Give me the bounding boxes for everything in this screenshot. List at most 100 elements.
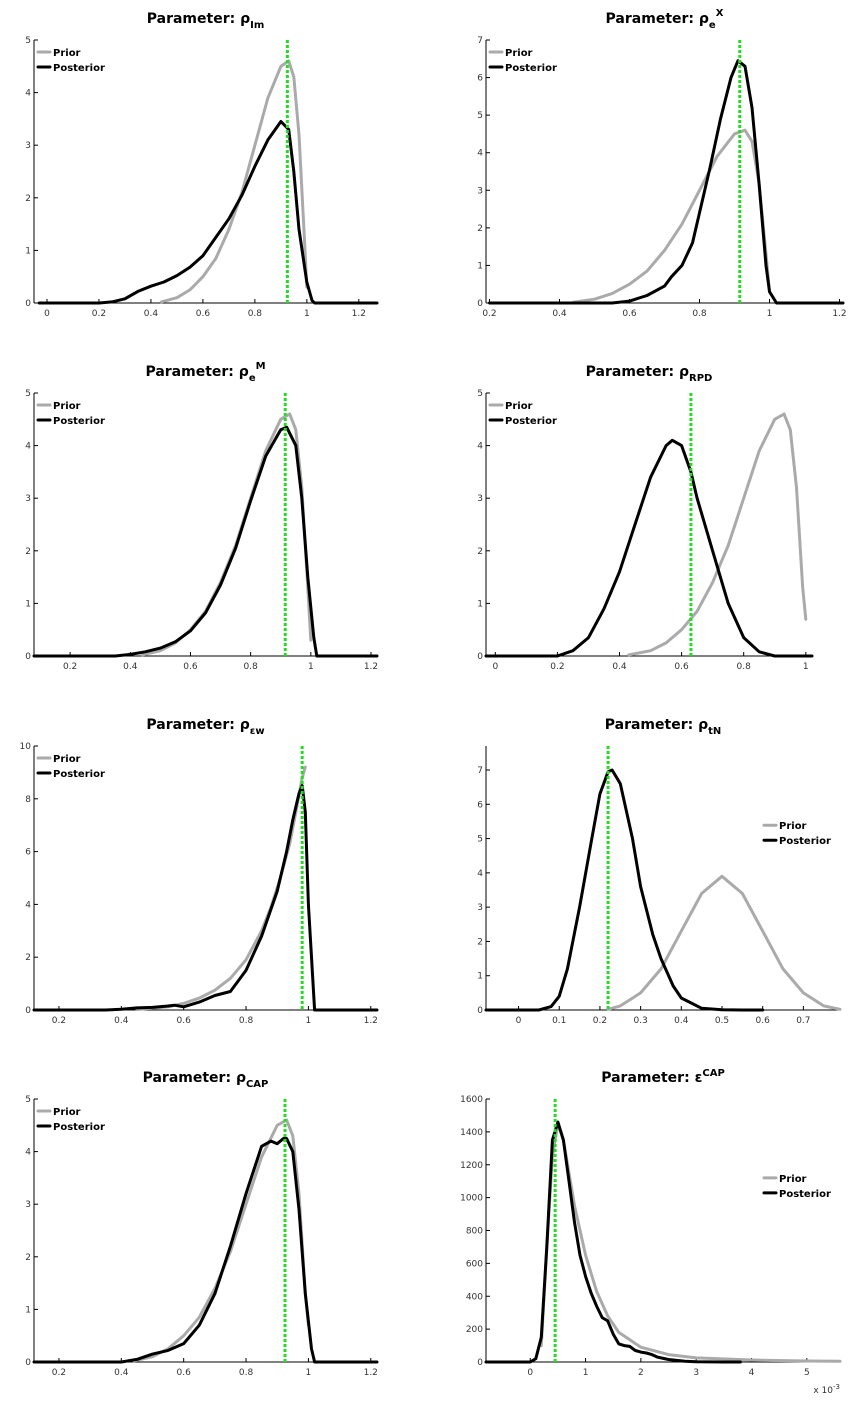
y-tick-label: 4 bbox=[25, 1148, 31, 1158]
legend-posterior-label: Posterior bbox=[779, 836, 831, 847]
legend-prior-label: Prior bbox=[779, 821, 807, 832]
title-superscript: M bbox=[256, 361, 266, 372]
legend-posterior-label: Posterior bbox=[53, 769, 105, 780]
x-tick-label: 0.2 bbox=[593, 1016, 607, 1026]
posterior-density-line bbox=[32, 784, 379, 1012]
x-tick-label: 0.2 bbox=[550, 662, 564, 672]
title-subscript: e bbox=[249, 373, 256, 384]
y-tick-label: 2 bbox=[477, 937, 483, 947]
legend-prior-label: Prior bbox=[505, 48, 533, 59]
y-tick-label: 4 bbox=[25, 89, 31, 99]
chart-title: Parameter: εCAP bbox=[601, 1068, 725, 1086]
prior-density-line bbox=[539, 1122, 842, 1363]
y-tick-label: 4 bbox=[477, 149, 483, 159]
chart-panel-7: Parameter: ρCAP 0 1 2 3 4 5 0.2 0.4 0.6 0.8 1 1.2 Pri… bbox=[25, 1070, 379, 1378]
chart-title: Parameter: ρRPD bbox=[586, 364, 713, 384]
x-tick-label: 0.4 bbox=[114, 1016, 129, 1026]
title-prefix: Parameter: bbox=[586, 364, 679, 380]
x-tick-label: 1.2 bbox=[364, 662, 378, 672]
chart-title: Parameter: ρCAP bbox=[143, 1070, 269, 1090]
legend-prior-label: Prior bbox=[53, 48, 81, 59]
x-tick-label: 0.2 bbox=[52, 1016, 66, 1026]
x-tick-label: 0.8 bbox=[248, 309, 263, 319]
x-tick-label: 0.8 bbox=[239, 1016, 254, 1026]
y-tick-label: 5 bbox=[477, 835, 483, 845]
legend-posterior-label: Posterior bbox=[53, 416, 105, 427]
title-superscript: CAP bbox=[702, 1068, 724, 1079]
x-tick-label: 1 bbox=[306, 1368, 312, 1378]
y-tick-label: 1 bbox=[477, 972, 483, 982]
x-tick-label: 0.8 bbox=[737, 662, 752, 672]
y-tick-label: 5 bbox=[25, 1095, 31, 1105]
y-tick-label: 0 bbox=[25, 1006, 31, 1016]
x-tick-label: 3 bbox=[693, 1368, 699, 1378]
legend-prior-label: Prior bbox=[53, 754, 81, 765]
y-tick-label: 3 bbox=[477, 903, 483, 913]
y-tick-label: 1 bbox=[25, 599, 31, 609]
title-symbol: ρ bbox=[240, 11, 250, 27]
x-multiplier-exponent: -3 bbox=[833, 1383, 840, 1391]
x-tick-label: 0 bbox=[44, 309, 50, 319]
x-tick-label: 0.2 bbox=[52, 1368, 66, 1378]
chart-panel-2: Parameter: ρeX 0 1 2 3 4 5 6 7 0.2 0.4 0.6 0.8 1 1.2 Pr… bbox=[477, 8, 846, 319]
x-tick-label: 0 bbox=[527, 1368, 533, 1378]
y-tick-label: 1 bbox=[25, 246, 31, 256]
y-tick-label: 0 bbox=[25, 652, 31, 662]
legend-posterior-label: Posterior bbox=[53, 63, 105, 74]
x-tick-label: 1 bbox=[308, 662, 314, 672]
chart-panel-6: Parameter: ρtN 0 1 2 3 4 5 6 7 0 0.1 0.2 0.3 0.4 0.5 0.… bbox=[477, 717, 842, 1026]
title-subscript: e bbox=[709, 20, 716, 31]
x-tick-label: 0.4 bbox=[552, 309, 567, 319]
y-tick-label: 200 bbox=[466, 1325, 483, 1335]
title-prefix: Parameter: bbox=[146, 717, 239, 733]
y-tick-label: 3 bbox=[477, 186, 483, 196]
x-tick-label: 0 bbox=[492, 662, 498, 672]
chart-panel-1: Parameter: ρIm 0 1 2 3 4 5 0 0.2 0.4 0.6 0.8 1 1.2 Pri… bbox=[25, 11, 379, 319]
y-tick-label: 0 bbox=[477, 1006, 483, 1016]
x-tick-label: 0.6 bbox=[177, 1016, 192, 1026]
x-tick-label: 0.7 bbox=[796, 1016, 810, 1026]
legend-prior-label: Prior bbox=[53, 1107, 81, 1118]
y-tick-label: 2 bbox=[477, 547, 483, 557]
y-tick-label: 0 bbox=[477, 299, 483, 309]
y-tick-label: 2 bbox=[25, 953, 31, 963]
x-tick-label: 1.2 bbox=[364, 1368, 378, 1378]
posterior-density-line bbox=[484, 438, 814, 658]
y-tick-label: 1 bbox=[477, 599, 483, 609]
prior-density-line bbox=[606, 874, 842, 1011]
y-tick-label: 5 bbox=[25, 36, 31, 46]
title-symbol: ρ bbox=[698, 717, 708, 733]
x-tick-label: 0.3 bbox=[633, 1016, 647, 1026]
prior-density-line bbox=[627, 412, 808, 657]
title-subscript: RPD bbox=[689, 373, 712, 384]
y-tick-label: 0 bbox=[477, 652, 483, 662]
y-tick-label: 10 bbox=[20, 742, 32, 752]
legend-prior-label: Prior bbox=[53, 401, 81, 412]
x-tick-label: 0 bbox=[516, 1016, 522, 1026]
y-tick-label: 2 bbox=[477, 224, 483, 234]
x-tick-label: 0.2 bbox=[63, 662, 77, 672]
y-tick-label: 3 bbox=[25, 141, 31, 151]
title-symbol: ρ bbox=[239, 364, 249, 380]
x-axis-multiplier: x 10-3 bbox=[813, 1383, 840, 1396]
title-subscript: εw bbox=[250, 726, 265, 737]
y-tick-label: 0 bbox=[25, 299, 31, 309]
y-tick-label: 6 bbox=[477, 74, 483, 84]
y-tick-label: 0 bbox=[477, 1358, 483, 1368]
x-tick-label: 4 bbox=[749, 1368, 755, 1378]
title-symbol: ε bbox=[695, 1070, 703, 1086]
y-tick-label: 1600 bbox=[460, 1095, 483, 1105]
title-subscript: CAP bbox=[246, 1079, 268, 1090]
y-tick-label: 4 bbox=[477, 869, 483, 879]
y-tick-label: 7 bbox=[477, 766, 483, 776]
chart-title: Parameter: ρεw bbox=[146, 717, 264, 737]
title-symbol: ρ bbox=[236, 1070, 246, 1086]
posterior-density-line bbox=[32, 425, 379, 658]
x-tick-label: 0.4 bbox=[144, 309, 159, 319]
title-prefix: Parameter: bbox=[606, 11, 699, 27]
x-tick-label: 1 bbox=[803, 662, 809, 672]
title-subscript: Im bbox=[250, 20, 264, 31]
y-tick-label: 7 bbox=[477, 36, 483, 46]
x-tick-label: 0.8 bbox=[239, 1368, 254, 1378]
x-tick-label: 0.4 bbox=[674, 1016, 689, 1026]
